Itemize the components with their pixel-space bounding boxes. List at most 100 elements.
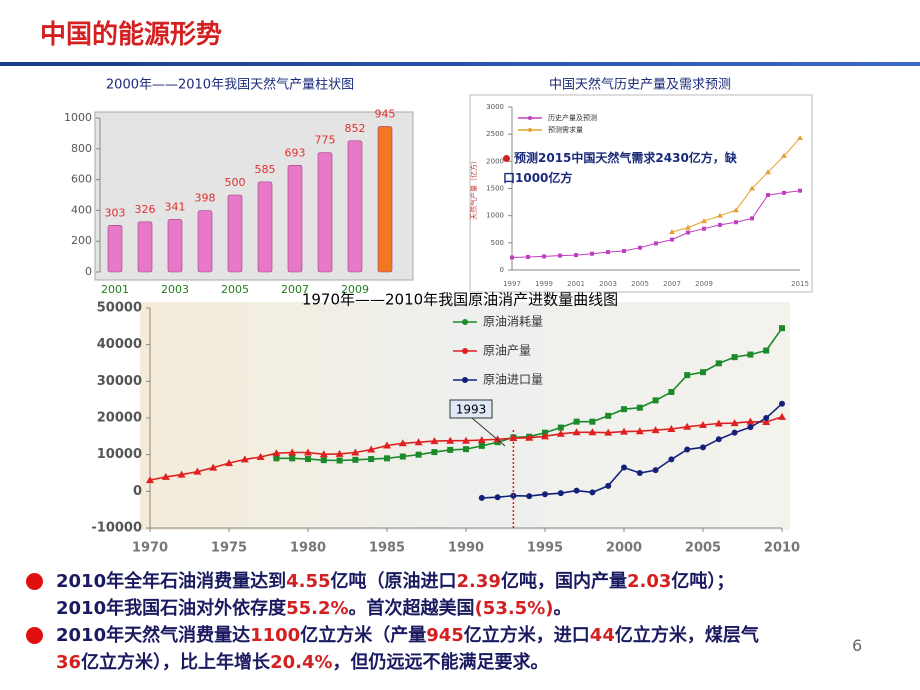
bullet: 2010年全年石油消费量达到4.55亿吨（原油进口2.39亿吨，国内产量2.03… <box>24 568 904 622</box>
point <box>654 241 658 246</box>
text-segment: 20.4% <box>270 652 333 673</box>
value-label: 303 <box>105 206 126 219</box>
value-label: 775 <box>315 134 336 147</box>
x-tick-label: 2001 <box>567 280 585 288</box>
legend-marker <box>462 348 468 354</box>
point <box>621 406 627 413</box>
text-segment: (53.5%) <box>474 598 554 619</box>
point <box>798 188 802 193</box>
point <box>683 422 692 430</box>
point <box>225 459 233 467</box>
x-tick-label: 2005 <box>631 280 649 288</box>
x-tick-label: 1999 <box>535 280 553 288</box>
point <box>383 441 391 449</box>
y-tick-label: 800 <box>71 142 92 155</box>
point <box>733 207 739 213</box>
point <box>558 253 562 258</box>
y-tick-label: -10000 <box>91 521 142 536</box>
y-tick-label: 600 <box>71 173 92 186</box>
point <box>763 415 770 421</box>
point <box>702 226 706 231</box>
x-tick-label: 1975 <box>211 541 247 556</box>
bar <box>137 221 153 273</box>
point <box>718 222 722 227</box>
text-segment: 36 <box>56 652 82 673</box>
x-tick-label: 2005 <box>685 541 721 556</box>
point <box>398 439 407 447</box>
bullet: 2010年天然气消费量达1100亿立方米（产量945亿立方米，进口44亿立方米，… <box>24 622 904 676</box>
text-segment: 亿吨（原油进口 <box>330 571 457 592</box>
legend-label: 预测需求量 <box>548 125 583 134</box>
value-label: 585 <box>255 163 276 176</box>
y-tick-label: 50000 <box>97 301 142 316</box>
y-tick-label: 30000 <box>97 374 142 389</box>
point <box>635 427 644 435</box>
text-segment: 2.03 <box>626 571 672 592</box>
x-tick-label: 2015 <box>791 280 809 288</box>
point <box>384 455 390 462</box>
point <box>493 435 502 443</box>
point <box>305 456 311 463</box>
point <box>319 450 328 458</box>
point <box>652 397 659 404</box>
y-tick-label: 500 <box>491 239 504 247</box>
point <box>765 169 771 175</box>
point <box>526 493 533 500</box>
text-segment: 2010年我国石油对外依存度 <box>56 598 287 619</box>
point <box>638 245 642 250</box>
y-tick-label: 1000 <box>486 212 504 220</box>
point <box>797 134 803 140</box>
chart-title: 中国天然气历史产量及需求预测 <box>549 77 731 93</box>
point <box>668 388 675 395</box>
point <box>746 417 755 425</box>
point <box>749 185 755 191</box>
point <box>494 494 501 501</box>
chart-title: 2000年——2010年我国天然气产量柱状图 <box>106 77 354 93</box>
point <box>526 254 530 259</box>
bullet-line: 36亿立方米），比上年增长20.4%，但仍远远不能满足要求。 <box>56 649 904 676</box>
text-segment: 亿立方米（产量 <box>300 625 427 646</box>
point <box>701 218 707 224</box>
x-tick-label: 1990 <box>448 541 484 556</box>
point <box>335 449 344 457</box>
point <box>447 446 454 453</box>
value-label: 852 <box>345 122 366 135</box>
text-segment: 亿吨）； <box>671 571 735 592</box>
point <box>782 190 786 195</box>
y-tick-label: 40000 <box>97 337 142 352</box>
y-tick-label: 10000 <box>97 447 142 462</box>
point <box>730 419 739 427</box>
point <box>606 250 610 255</box>
point <box>478 494 485 501</box>
point <box>731 354 738 361</box>
x-tick-label: 2005 <box>221 283 249 296</box>
point <box>686 230 690 235</box>
y-tick-label: 20000 <box>97 411 142 426</box>
point <box>525 433 534 441</box>
bar <box>317 152 333 273</box>
point <box>193 467 202 475</box>
bar <box>197 210 213 273</box>
point <box>161 472 170 480</box>
value-label: 693 <box>285 146 306 159</box>
point <box>557 424 564 431</box>
point <box>715 360 722 367</box>
text-segment: ，但仍远远不能满足要求。 <box>332 652 549 673</box>
point <box>209 463 218 471</box>
point <box>700 369 706 376</box>
point <box>605 482 612 489</box>
text-segment: 亿立方米），比上年增长 <box>81 652 271 673</box>
y-tick-label: 1000 <box>64 111 92 124</box>
y-tick-label: 1500 <box>486 185 504 193</box>
text-segment: 2010年全年石油消费量达到 <box>56 571 287 592</box>
point <box>590 251 594 256</box>
value-label: 326 <box>135 203 156 216</box>
x-tick-label: 2003 <box>599 280 617 288</box>
point <box>557 490 564 497</box>
page-number: 6 <box>852 636 863 655</box>
point <box>556 429 565 437</box>
point <box>510 255 514 260</box>
point <box>463 446 469 453</box>
point <box>747 424 754 431</box>
point <box>605 412 612 419</box>
